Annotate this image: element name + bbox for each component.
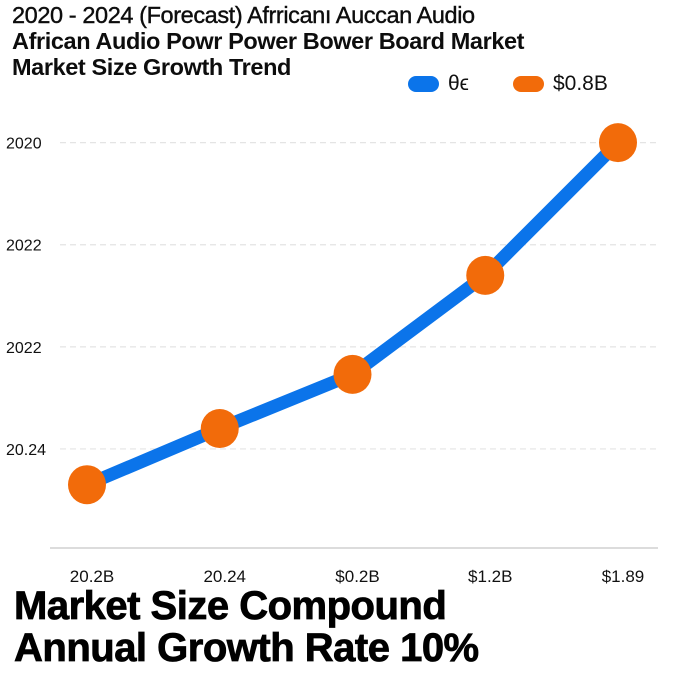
x-tick-label: $0.2B bbox=[335, 567, 379, 586]
cagr-caption: Market Size Compound Annual Growth Rate … bbox=[14, 584, 480, 670]
legend-swatch-blue bbox=[408, 76, 439, 92]
chart-title-line-2: African Audio Powr Power Bower Board Mar… bbox=[12, 28, 525, 54]
y-tick-label: 20.24 bbox=[6, 442, 46, 459]
x-axis-ticks: 20.2B 20.24 $0.2B $1.2B $1.89 bbox=[70, 567, 644, 586]
cagr-caption-line-1: Market Size Compound bbox=[14, 584, 448, 628]
x-tick-label: 20.2B bbox=[70, 567, 114, 586]
y-axis-ticks: 2020 2022 2022 20.24 bbox=[6, 136, 46, 459]
x-tick-label: $1.2B bbox=[468, 567, 512, 586]
legend-label-series-2: $0.8B bbox=[552, 72, 608, 95]
series-layer bbox=[68, 123, 637, 505]
y-tick-label: 2022 bbox=[6, 340, 42, 357]
chart-legend: θϵ $0.8B bbox=[408, 70, 652, 98]
chart-title: 2020 - 2024 (Forecast) Afrricanı Auccan … bbox=[12, 2, 652, 80]
x-tick-label: $1.89 bbox=[602, 567, 645, 586]
data-point-marker bbox=[200, 409, 239, 449]
x-tick-label: 20.24 bbox=[203, 567, 246, 586]
gridlines bbox=[50, 142, 658, 549]
chart-title-line-1: 2020 - 2024 (Forecast) Afrricanı Auccan … bbox=[12, 2, 476, 28]
data-point-marker bbox=[68, 465, 106, 505]
legend-item-series-2: $0.8B bbox=[512, 72, 608, 96]
data-point-marker bbox=[333, 354, 372, 394]
legend-label-series-1: θϵ bbox=[448, 72, 469, 95]
data-point-marker bbox=[466, 255, 505, 295]
series-line bbox=[80, 136, 625, 492]
chart-title-line-3: Market Size Growth Trend bbox=[12, 54, 291, 80]
data-point-marker bbox=[599, 123, 637, 163]
cagr-caption-line-2: Annual Growth Rate 10% bbox=[14, 626, 480, 670]
y-tick-label: 2020 bbox=[6, 136, 42, 153]
y-tick-label: 2022 bbox=[6, 238, 42, 255]
legend-item-series-1: θϵ bbox=[408, 72, 469, 96]
legend-swatch-orange bbox=[512, 76, 544, 92]
